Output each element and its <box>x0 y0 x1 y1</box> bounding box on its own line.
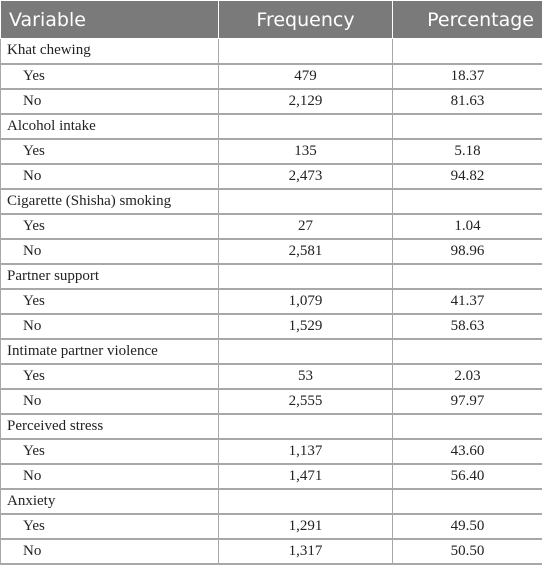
row-label: Yes <box>1 514 219 539</box>
group-row: Alcohol intake <box>1 114 542 139</box>
frequency-cell: 2,473 <box>219 164 393 189</box>
frequency-cell: 1,471 <box>219 464 393 489</box>
row-label: Yes <box>1 289 219 314</box>
row-label: No <box>1 239 219 264</box>
empty-cell <box>393 189 542 214</box>
percentage-cell: 81.63 <box>393 89 542 114</box>
frequency-cell: 1,529 <box>219 314 393 339</box>
frequency-cell: 1,079 <box>219 289 393 314</box>
group-row: Partner support <box>1 264 542 289</box>
frequency-cell: 27 <box>219 214 393 239</box>
percentage-cell: 2.03 <box>393 364 542 389</box>
group-label: Intimate partner violence <box>1 339 219 364</box>
percentage-cell: 1.04 <box>393 214 542 239</box>
row-label: Yes <box>1 139 219 164</box>
group-label: Cigarette (Shisha) smoking <box>1 189 219 214</box>
percentage-cell: 58.63 <box>393 314 542 339</box>
column-header-frequency: Frequency <box>219 1 393 39</box>
group-label: Partner support <box>1 264 219 289</box>
group-label: Khat chewing <box>1 39 219 64</box>
percentage-cell: 94.82 <box>393 164 542 189</box>
row-label: Yes <box>1 439 219 464</box>
group-row: Perceived stress <box>1 414 542 439</box>
group-label: Perceived stress <box>1 414 219 439</box>
row-label: No <box>1 89 219 114</box>
frequency-cell: 479 <box>219 64 393 89</box>
frequency-cell: 2,555 <box>219 389 393 414</box>
percentage-cell: 50.50 <box>393 539 542 564</box>
group-label: Alcohol intake <box>1 114 219 139</box>
empty-cell <box>219 339 393 364</box>
column-header-percentage: Percentage <box>393 1 542 39</box>
frequency-cell: 1,317 <box>219 539 393 564</box>
empty-cell <box>219 39 393 64</box>
frequency-cell: 1,137 <box>219 439 393 464</box>
group-row: Cigarette (Shisha) smoking <box>1 189 542 214</box>
empty-cell <box>219 264 393 289</box>
row-label: Yes <box>1 64 219 89</box>
group-row: Intimate partner violence <box>1 339 542 364</box>
frequency-cell: 135 <box>219 139 393 164</box>
frequency-cell: 2,581 <box>219 239 393 264</box>
row-label: No <box>1 539 219 564</box>
percentage-cell: 43.60 <box>393 439 542 464</box>
row-label: No <box>1 464 219 489</box>
group-row: Khat chewing <box>1 39 542 64</box>
empty-cell <box>393 39 542 64</box>
row-label: Yes <box>1 214 219 239</box>
table-header: Variable Frequency Percentage <box>1 1 542 39</box>
empty-cell <box>393 339 542 364</box>
percentage-cell: 56.40 <box>393 464 542 489</box>
empty-cell <box>393 489 542 514</box>
percentage-cell: 98.96 <box>393 239 542 264</box>
empty-cell <box>219 489 393 514</box>
percentage-cell: 18.37 <box>393 64 542 89</box>
percentage-cell: 41.37 <box>393 289 542 314</box>
empty-cell <box>219 114 393 139</box>
frequency-cell: 1,291 <box>219 514 393 539</box>
frequency-cell: 2,129 <box>219 89 393 114</box>
percentage-cell: 97.97 <box>393 389 542 414</box>
empty-cell <box>393 414 542 439</box>
header-row: Variable Frequency Percentage <box>1 1 542 39</box>
percentage-cell: 5.18 <box>393 139 542 164</box>
row-label: No <box>1 389 219 414</box>
column-header-variable: Variable <box>1 1 219 39</box>
row-label: No <box>1 164 219 189</box>
row-label: No <box>1 314 219 339</box>
percentage-cell: 49.50 <box>393 514 542 539</box>
empty-cell <box>219 189 393 214</box>
group-label: Anxiety <box>1 489 219 514</box>
row-label: Yes <box>1 364 219 389</box>
empty-cell <box>393 114 542 139</box>
group-row: Anxiety <box>1 489 542 514</box>
frequency-cell: 53 <box>219 364 393 389</box>
empty-cell <box>219 414 393 439</box>
empty-cell <box>393 264 542 289</box>
